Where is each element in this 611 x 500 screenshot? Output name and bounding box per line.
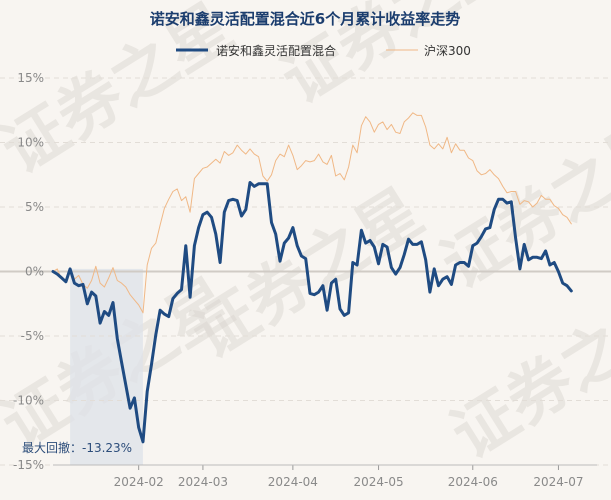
y-tick-label: 0% — [25, 265, 44, 279]
legend-label-fund: 诺安和鑫灵活配置混合 — [216, 43, 336, 58]
x-tick-label: 2024-04 — [268, 475, 318, 489]
x-tick-label: 2024-02 — [114, 475, 164, 489]
axis-labels: 15% 10% 5% 0% -5% -10% -15% 2024-02 2024-03 2024-… — [13, 71, 597, 489]
y-tick-label: 15% — [17, 71, 44, 85]
y-tick-label: -5% — [21, 329, 44, 343]
series-line-fund — [51, 181, 573, 444]
y-tick-label: 10% — [17, 136, 44, 150]
max-drawdown-label: 最大回撤：-13.23% — [22, 440, 132, 455]
watermark-text: 证券之星 — [0, 0, 246, 189]
x-tick-label: 2024-05 — [353, 475, 403, 489]
y-tick-label: -10% — [13, 394, 44, 408]
legend: 诺安和鑫灵活配置混合 沪深300 — [176, 43, 471, 58]
y-tick-label: -15% — [13, 458, 44, 472]
max-drawdown-shaded-area — [70, 268, 143, 465]
series-line-csi300 — [52, 112, 572, 314]
x-tick-label: 2024-07 — [533, 475, 583, 489]
legend-label-csi300: 沪深300 — [424, 44, 471, 58]
watermark-text: 证券之星 — [439, 275, 611, 473]
x-tick-label: 2024-06 — [448, 475, 498, 489]
y-tick-label: 5% — [25, 200, 44, 214]
x-tick-label: 2024-03 — [178, 475, 228, 489]
series-lines — [51, 112, 573, 444]
chart-title: 诺安和鑫灵活配置混合近6个月累计收益率走势 — [150, 10, 460, 28]
